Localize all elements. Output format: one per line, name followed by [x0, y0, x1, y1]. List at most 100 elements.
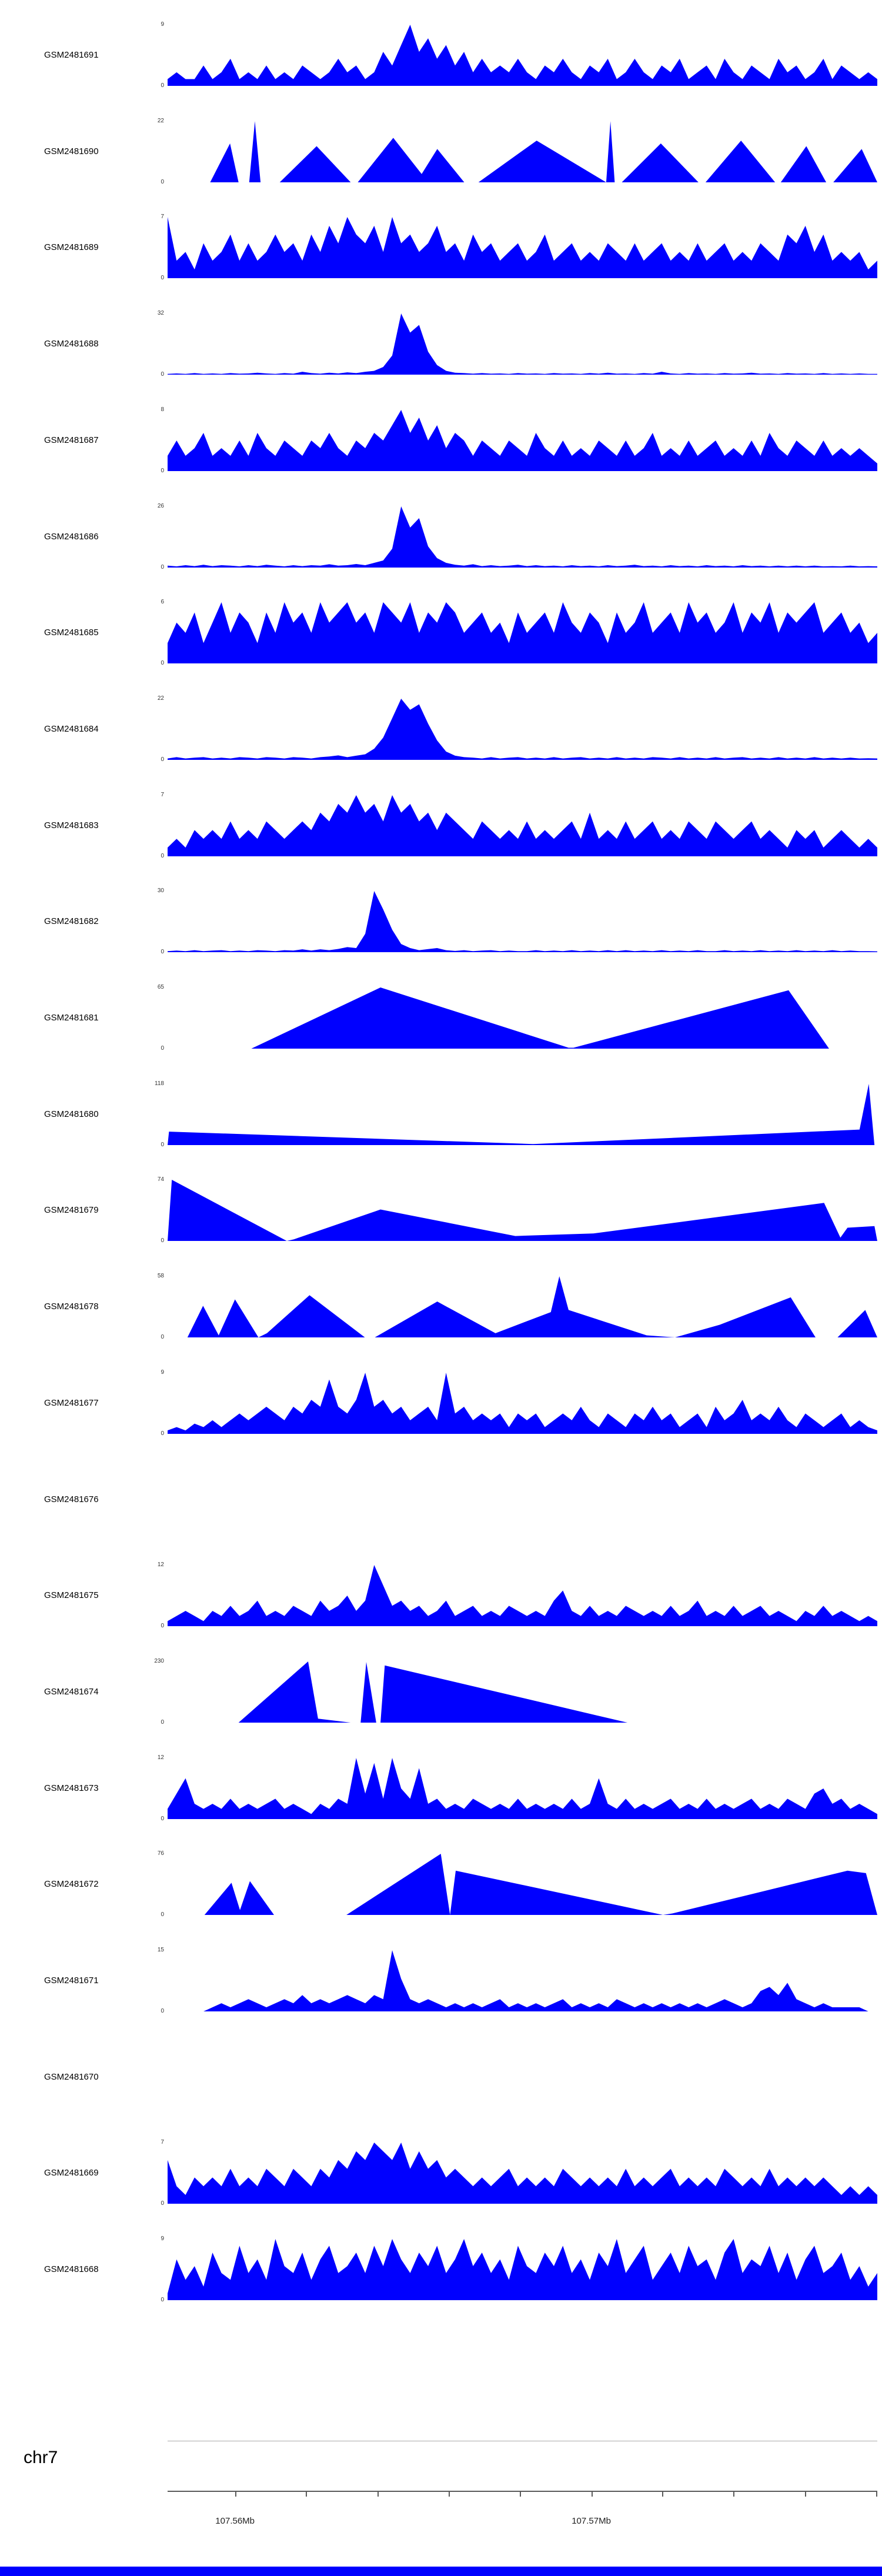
track-row-GSM2481683: GSM2481683 7 0: [0, 787, 882, 883]
track-row-GSM2481691: GSM2481691 9 0: [0, 16, 882, 113]
signal-polygon: [168, 1565, 877, 1627]
track-label: GSM2481687: [44, 435, 99, 445]
y-axis-zero-label: 0: [161, 275, 164, 282]
genome-axis-line: [168, 2491, 877, 2492]
track-row-GSM2481673: GSM2481673 12 0: [0, 1750, 882, 1846]
axis-tick: [448, 2492, 450, 2497]
signal-area-plot: [168, 1565, 877, 1627]
y-axis-zero-label: 0: [161, 1815, 164, 1822]
track-label: GSM2481673: [44, 1783, 99, 1793]
axis-tick: [377, 2492, 379, 2497]
signal-polygon: [168, 506, 877, 568]
track-row-GSM2481686: GSM2481686 26 0: [0, 498, 882, 595]
y-axis-zero-label: 0: [161, 852, 164, 859]
axis-tick-label: 107.56Mb: [215, 2516, 255, 2526]
axis-tick: [876, 2492, 877, 2497]
track-row-GSM2481687: GSM2481687 8 0: [0, 402, 882, 498]
y-axis-zero-label: 0: [161, 1045, 164, 1052]
y-axis-zero-label: 0: [161, 660, 164, 667]
signal-polygon: [168, 891, 877, 953]
signal-polygon: [168, 2143, 877, 2204]
signal-polygon: [168, 1854, 877, 1916]
y-axis-max-label: 76: [157, 1850, 164, 1857]
track-row-GSM2481676: GSM2481676: [0, 1461, 882, 1557]
signal-polygon: [168, 1372, 877, 1434]
y-axis-zero-label: 0: [161, 756, 164, 763]
axis-tick: [662, 2492, 664, 2497]
signal-polygon: [168, 409, 877, 471]
track-row-GSM2481679: GSM2481679 74 0: [0, 1172, 882, 1268]
track-label: GSM2481683: [44, 820, 99, 830]
axis-tick: [591, 2492, 593, 2497]
y-axis-zero-label: 0: [161, 82, 164, 89]
y-axis-max-label: 15: [157, 1947, 164, 1953]
signal-area-plot: [168, 987, 877, 1049]
signal-area-plot: [168, 1180, 877, 1242]
signal-area-plot: [168, 795, 877, 856]
bottom-blue-strip: [0, 2567, 882, 2576]
axis-tick: [306, 2492, 308, 2497]
track-row-GSM2481674: GSM2481674 230 0: [0, 1653, 882, 1750]
track-label: GSM2481691: [44, 50, 99, 60]
track-row-GSM2481675: GSM2481675 12 0: [0, 1557, 882, 1653]
y-axis-max-label: 6: [161, 599, 164, 606]
track-label: GSM2481690: [44, 146, 99, 156]
y-axis-zero-label: 0: [161, 2200, 164, 2207]
y-axis-zero-label: 0: [161, 1237, 164, 1244]
axis-tick: [519, 2492, 521, 2497]
y-axis-max-label: 12: [157, 1754, 164, 1761]
y-axis-zero-label: 0: [161, 178, 164, 185]
track-label: GSM2481689: [44, 242, 99, 253]
track-label: GSM2481669: [44, 2168, 99, 2178]
y-axis-zero-label: 0: [161, 949, 164, 956]
y-axis-zero-label: 0: [161, 563, 164, 570]
track-row-GSM2481672: GSM2481672 76 0: [0, 1846, 882, 1942]
y-axis-zero-label: 0: [161, 2008, 164, 2014]
y-axis-max-label: 7: [161, 2139, 164, 2146]
track-row-GSM2481681: GSM2481681 65 0: [0, 979, 882, 1076]
signal-area-plot: [168, 1661, 877, 1723]
track-label: GSM2481672: [44, 1879, 99, 1890]
track-label: GSM2481678: [44, 1302, 99, 1312]
signal-polygon: [168, 987, 877, 1049]
track-label: GSM2481685: [44, 628, 99, 638]
track-label: GSM2481677: [44, 1397, 99, 1408]
y-axis-max-label: 230: [154, 1657, 164, 1664]
signal-area-plot: [168, 1757, 877, 1819]
track-label: GSM2481679: [44, 1205, 99, 1216]
signal-area-plot: [168, 2239, 877, 2301]
track-label: GSM2481682: [44, 916, 99, 927]
signal-area-plot: [168, 2143, 877, 2204]
signal-polygon: [168, 2239, 877, 2301]
track-row-GSM2481685: GSM2481685 6 0: [0, 594, 882, 690]
track-row-GSM2481682: GSM2481682 30 0: [0, 883, 882, 979]
y-axis-max-label: 8: [161, 406, 164, 413]
signal-area-plot: [168, 506, 877, 568]
y-axis-zero-label: 0: [161, 1719, 164, 1726]
track-row-GSM2481669: GSM2481669 7 0: [0, 2134, 882, 2231]
signal-area-plot: [168, 409, 877, 471]
y-axis-max-label: 32: [157, 310, 164, 317]
y-axis-max-label: 9: [161, 1369, 164, 1376]
track-row-GSM2481689: GSM2481689 7 0: [0, 209, 882, 305]
chromosome-label: chr7: [24, 2448, 58, 2467]
y-axis-zero-label: 0: [161, 371, 164, 378]
signal-area-plot: [168, 313, 877, 375]
y-axis-zero-label: 0: [161, 1141, 164, 1148]
track-row-GSM2481670: GSM2481670: [0, 2038, 882, 2135]
track-label: GSM2481681: [44, 1013, 99, 1023]
signal-area-plot: [168, 698, 877, 760]
signal-polygon: [168, 121, 877, 182]
track-label: GSM2481686: [44, 531, 99, 542]
y-axis-max-label: 26: [157, 502, 164, 509]
y-axis-max-label: 9: [161, 21, 164, 28]
signal-area-plot: [168, 1083, 877, 1145]
y-axis-max-label: 22: [157, 695, 164, 702]
y-axis-zero-label: 0: [161, 1623, 164, 1630]
y-axis-max-label: 58: [157, 1273, 164, 1280]
signal-polygon: [168, 1950, 877, 2011]
track-label: GSM2481688: [44, 339, 99, 349]
y-axis-max-label: 65: [157, 984, 164, 990]
y-axis-max-label: 12: [157, 1561, 164, 1569]
